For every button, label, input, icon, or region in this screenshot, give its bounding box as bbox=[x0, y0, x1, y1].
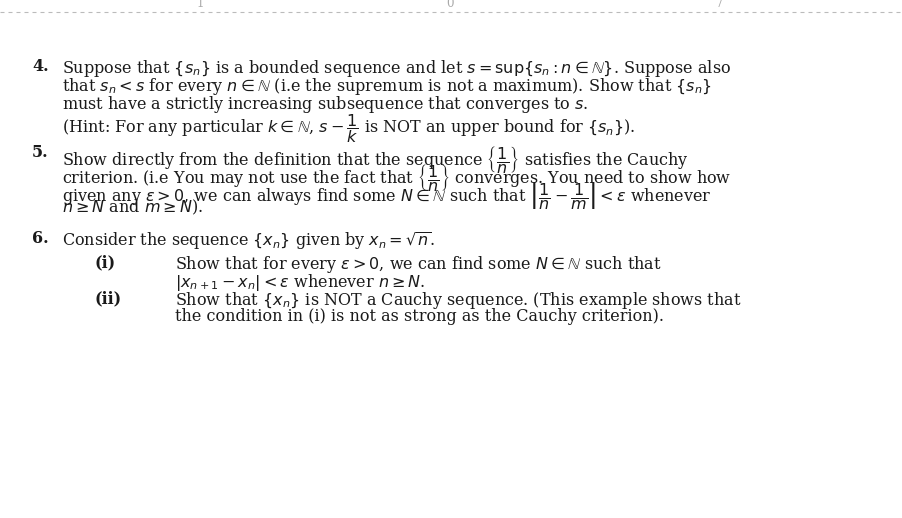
Text: Consider the sequence $\{x_n\}$ given by $x_n = \sqrt{n}$.: Consider the sequence $\{x_n\}$ given by… bbox=[62, 230, 435, 252]
Text: 7: 7 bbox=[715, 0, 723, 10]
Text: $n \geq N$ and $m \geq N$).: $n \geq N$ and $m \geq N$). bbox=[62, 198, 203, 217]
Text: criterion. (i.e You may not use the fact that $\left\{\dfrac{1}{n}\right\}$ conv: criterion. (i.e You may not use the fact… bbox=[62, 162, 731, 193]
Text: the condition in (i) is not as strong as the Cauchy criterion).: the condition in (i) is not as strong as… bbox=[175, 308, 663, 325]
Text: 0: 0 bbox=[446, 0, 453, 10]
Text: Show that for every $\varepsilon > 0$, we can find some $N \in \mathbb{N}$ such : Show that for every $\varepsilon > 0$, w… bbox=[175, 254, 661, 275]
Text: (ii): (ii) bbox=[95, 290, 122, 307]
Text: that $s_n < s$ for every $n \in \mathbb{N}$ (i.e the supremum is not a maximum).: that $s_n < s$ for every $n \in \mathbb{… bbox=[62, 76, 711, 97]
Text: (Hint: For any particular $k \in \mathbb{N}$, $s - \dfrac{1}{k}$ is NOT an upper: (Hint: For any particular $k \in \mathbb… bbox=[62, 112, 635, 145]
Text: $|x_{n+1} - x_n| < \varepsilon$ whenever $n \geq N$.: $|x_{n+1} - x_n| < \varepsilon$ whenever… bbox=[175, 272, 425, 293]
Text: (i): (i) bbox=[95, 254, 116, 271]
Text: 5.: 5. bbox=[32, 144, 49, 161]
Text: 1: 1 bbox=[196, 0, 204, 10]
Text: 6.: 6. bbox=[32, 230, 49, 247]
Text: Show that $\{x_n\}$ is NOT a Cauchy sequence. (This example shows that: Show that $\{x_n\}$ is NOT a Cauchy sequ… bbox=[175, 290, 741, 311]
Text: Show directly from the definition that the sequence $\left\{\dfrac{1}{n}\right\}: Show directly from the definition that t… bbox=[62, 144, 688, 175]
Text: given any $\varepsilon > 0$, we can always find some $N \in \mathbb{N}$ such tha: given any $\varepsilon > 0$, we can alwa… bbox=[62, 180, 711, 211]
Text: 4.: 4. bbox=[32, 58, 49, 75]
Text: must have a strictly increasing subsequence that converges to $s$.: must have a strictly increasing subseque… bbox=[62, 94, 588, 115]
Text: Suppose that $\{s_n\}$ is a bounded sequence and let $s = \sup\{s_n : n \in \mat: Suppose that $\{s_n\}$ is a bounded sequ… bbox=[62, 58, 731, 79]
